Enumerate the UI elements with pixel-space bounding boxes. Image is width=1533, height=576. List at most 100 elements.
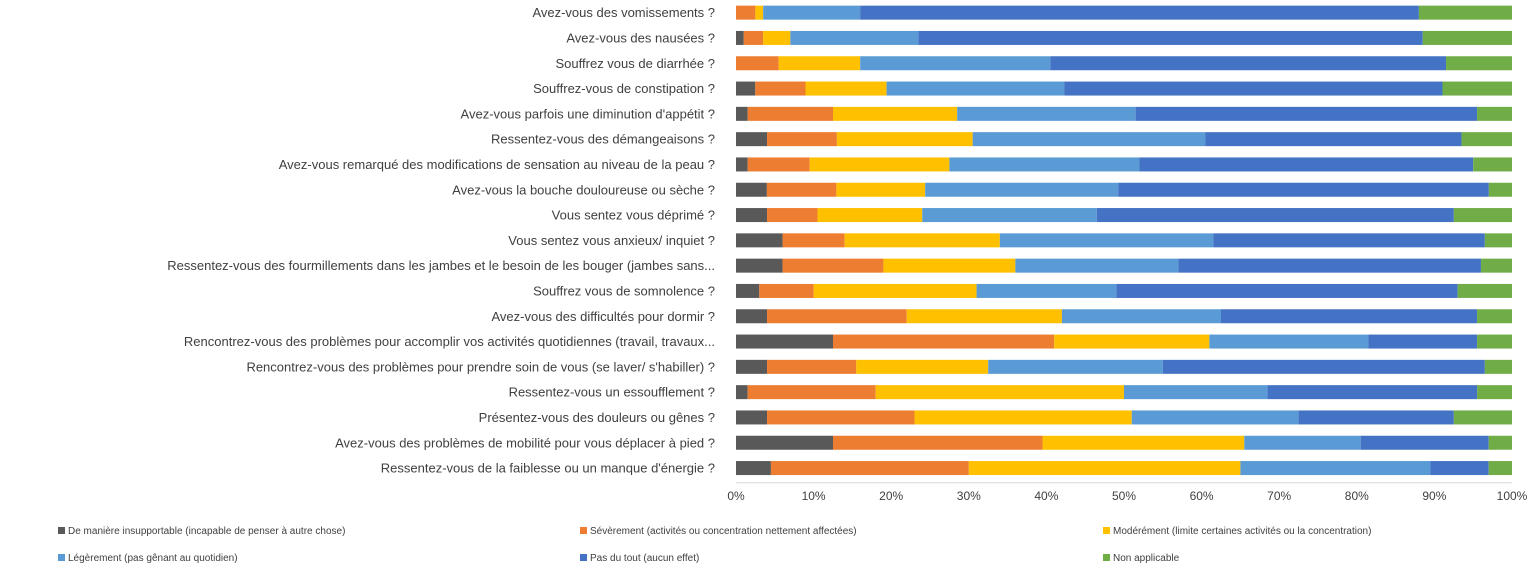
legend-swatch xyxy=(58,527,65,534)
bar-segment xyxy=(736,182,767,197)
x-tick-label: 10% xyxy=(802,489,826,503)
bar-segment xyxy=(755,5,764,20)
bar-segment xyxy=(1054,334,1210,349)
bar-segment xyxy=(743,30,764,45)
bar-segment xyxy=(1061,309,1221,324)
bar-segment xyxy=(770,461,969,476)
legend-swatch xyxy=(58,554,65,561)
bar-segment xyxy=(736,81,756,96)
x-tick-label: 70% xyxy=(1267,489,1291,503)
category-labels: Avez-vous des vomissements ? Avez-vous de… xyxy=(167,5,715,475)
bar-segment xyxy=(767,132,837,147)
bar-segment xyxy=(1360,435,1489,450)
bar-segment xyxy=(856,359,989,374)
bar-segment xyxy=(805,81,887,96)
x-tick-label: 20% xyxy=(879,489,903,503)
bar-segment xyxy=(1096,208,1454,223)
bar-segment xyxy=(1015,258,1179,273)
bar-segment xyxy=(1422,30,1512,45)
bar-segment xyxy=(833,106,958,121)
category-label: Avez-vous des problèmes de mobilité pour… xyxy=(335,435,715,450)
bar-segment xyxy=(1477,106,1512,121)
bar-segment xyxy=(860,56,1051,71)
bar-segment xyxy=(747,106,833,121)
bar-segment xyxy=(1446,56,1512,71)
bar-segment xyxy=(1453,208,1512,223)
bar-segment xyxy=(763,5,861,20)
bar-segment xyxy=(817,208,923,223)
bar-segment xyxy=(1480,258,1512,273)
bar-segment xyxy=(809,157,950,172)
bar-segment xyxy=(925,182,1119,197)
bar-segment xyxy=(1418,5,1512,20)
category-label: Présentez-vous des douleurs ou gênes ? xyxy=(479,410,715,425)
bar-segment xyxy=(736,106,748,121)
category-label: Souffrez vous de somnolence ? xyxy=(533,283,715,298)
bar-segment xyxy=(906,309,1062,324)
bar-segment xyxy=(736,233,783,248)
legend-swatch xyxy=(580,527,587,534)
legend-label: Pas du tout (aucun effet) xyxy=(590,553,699,564)
bar-segment xyxy=(813,283,977,298)
bar-segment xyxy=(1118,182,1489,197)
bar-segment xyxy=(1473,157,1512,172)
bar-segment xyxy=(957,106,1136,121)
bar-segment xyxy=(736,309,768,324)
x-tick-label: 50% xyxy=(1112,489,1136,503)
legend-swatch xyxy=(1103,554,1110,561)
category-label: Ressentez-vous des fourmillements dans l… xyxy=(167,258,715,273)
bar-segment xyxy=(790,30,919,45)
bar-segment xyxy=(976,283,1117,298)
bar-segment xyxy=(836,132,973,147)
category-label: Ressentez-vous des démangeaisons ? xyxy=(491,132,715,147)
bar-segment xyxy=(1477,385,1512,400)
bar-segment xyxy=(1064,81,1443,96)
bar-segment xyxy=(1205,132,1462,147)
bar-segment xyxy=(1131,410,1299,425)
bar-segment xyxy=(968,461,1241,476)
bar-segment xyxy=(759,283,814,298)
bar-segment xyxy=(1135,106,1478,121)
bar-segment xyxy=(886,81,1065,96)
bar-segment xyxy=(736,258,783,273)
bars-layer xyxy=(736,5,1512,476)
bar-segment xyxy=(836,182,926,197)
bar-segment xyxy=(1209,334,1369,349)
bar-segment xyxy=(736,157,748,172)
category-label: Vous sentez vous déprimé ? xyxy=(552,208,715,223)
x-tick-labels: 0% 10% 20% 30% 40% 50% 60% 70% 80% 90% 100% xyxy=(727,489,1527,503)
bar-segment xyxy=(736,435,833,450)
x-tick-label: 40% xyxy=(1034,489,1058,503)
legend: De manière insupportable (incapable de p… xyxy=(58,526,1371,564)
bar-segment xyxy=(747,157,810,172)
legend-label: Légèrement (pas gênant au quotidien) xyxy=(68,553,238,564)
bar-segment xyxy=(1484,233,1512,248)
bar-segment xyxy=(833,435,1043,450)
bar-segment xyxy=(755,81,806,96)
bar-segment xyxy=(914,410,1132,425)
bar-segment xyxy=(1477,309,1512,324)
bar-segment xyxy=(999,233,1214,248)
category-label: Avez-vous parfois une diminution d'appét… xyxy=(461,106,715,121)
bar-segment xyxy=(736,283,760,298)
category-label: Avez-vous la bouche douloureuse ou sèche… xyxy=(452,182,715,197)
x-tick-label: 0% xyxy=(727,489,745,503)
bar-segment xyxy=(1488,182,1512,197)
bar-segment xyxy=(860,5,1419,20)
bar-segment xyxy=(1178,258,1481,273)
bar-segment xyxy=(767,410,915,425)
bar-segment xyxy=(1453,410,1512,425)
bar-segment xyxy=(972,132,1206,147)
bar-segment xyxy=(767,208,818,223)
bar-segment xyxy=(782,258,884,273)
bar-segment xyxy=(736,132,768,147)
legend-swatch xyxy=(1103,527,1110,534)
x-tick-label: 90% xyxy=(1422,489,1446,503)
bar-segment xyxy=(736,56,779,71)
legend-swatch xyxy=(580,554,587,561)
bar-segment xyxy=(1244,435,1361,450)
bar-segment xyxy=(1116,283,1458,298)
bar-segment xyxy=(988,359,1163,374)
